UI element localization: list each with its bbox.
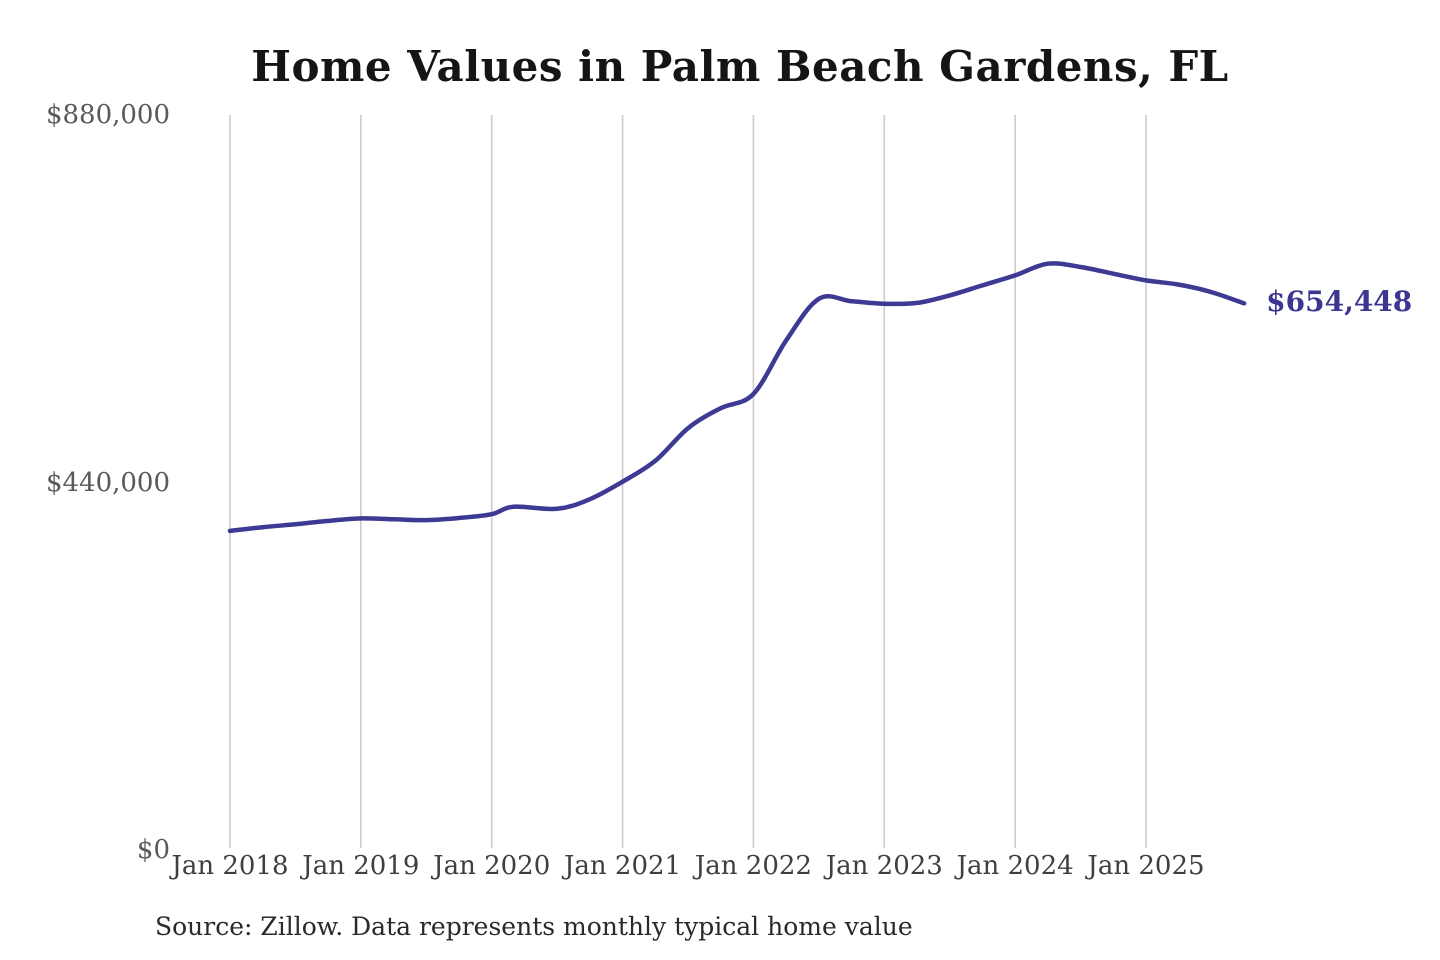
x-tick-label: Jan 2025 bbox=[1087, 851, 1205, 881]
y-tick-label: $440,000 bbox=[45, 467, 170, 498]
source-attribution: Source: Zillow. Data represents monthly … bbox=[155, 912, 913, 941]
chart-title: Home Values in Palm Beach Gardens, FL bbox=[251, 42, 1229, 91]
y-tick-label: $880,000 bbox=[45, 100, 170, 130]
x-tick-label: Jan 2020 bbox=[433, 851, 551, 881]
x-tick-label: Jan 2023 bbox=[825, 851, 943, 881]
latest-value-label: $654,448 bbox=[1266, 285, 1413, 319]
x-tick-label: Jan 2024 bbox=[956, 851, 1074, 881]
x-tick-label: Jan 2018 bbox=[171, 851, 289, 881]
y-tick-label: $0 bbox=[136, 835, 170, 865]
x-tick-label: Jan 2019 bbox=[302, 851, 420, 881]
x-tick-label: Jan 2021 bbox=[564, 851, 682, 881]
home-value-line-series bbox=[227, 261, 1247, 534]
x-tick-label: Jan 2022 bbox=[694, 851, 812, 881]
vertical-gridlines bbox=[229, 115, 1147, 848]
